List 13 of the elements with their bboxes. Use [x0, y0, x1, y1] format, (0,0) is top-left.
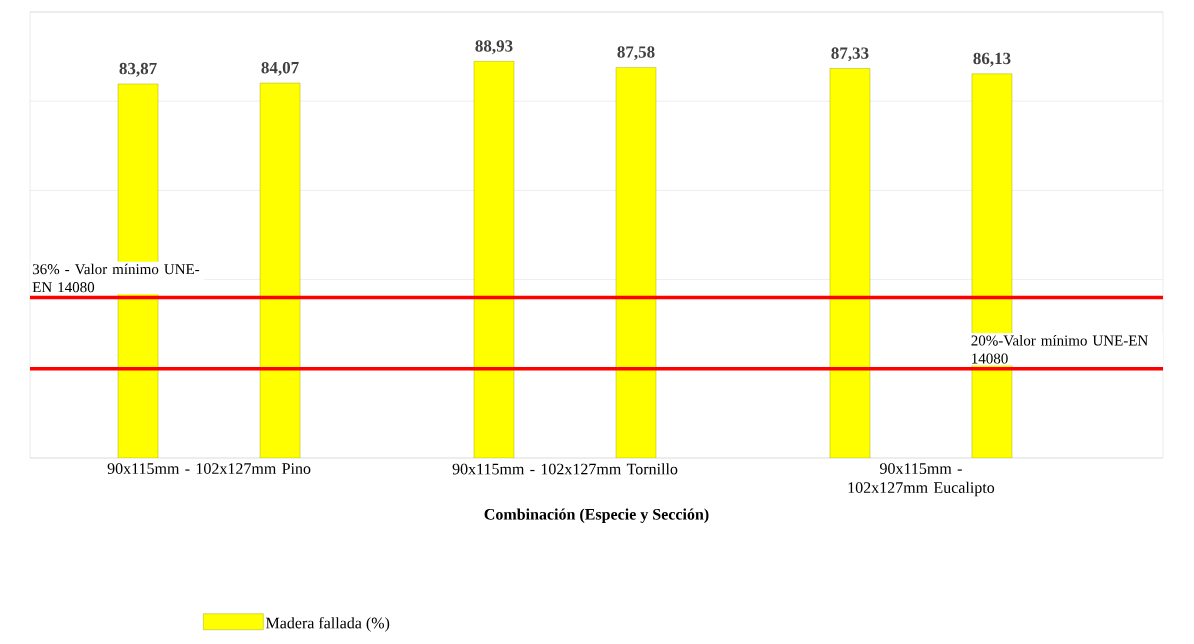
ref-line-label: 20%-Valor mínimo UNE-EN 14080 [971, 335, 1148, 364]
ref-line-label: 36% - Valor mínimo UNE-EN 14080 [32, 263, 200, 293]
x-tick-label: 90x115mm - 102x127mm Tornillo [452, 463, 678, 475]
x-axis-title: Combinación (Especie y Sección) [484, 508, 709, 524]
x-tick-label: 90x115mm - 102x127mm Eucalipto [848, 463, 995, 497]
data-label: 86,13 [973, 52, 1011, 67]
data-label: 87,33 [831, 47, 869, 62]
data-label: 87,58 [617, 46, 655, 61]
legend-label: Madera fallada (%) [265, 616, 390, 632]
data-label: 83,87 [119, 62, 157, 77]
data-label: 84,07 [261, 61, 299, 76]
data-label: 88,93 [475, 40, 513, 55]
x-tick-label: 90x115mm - 102x127mm Pino [107, 463, 311, 474]
